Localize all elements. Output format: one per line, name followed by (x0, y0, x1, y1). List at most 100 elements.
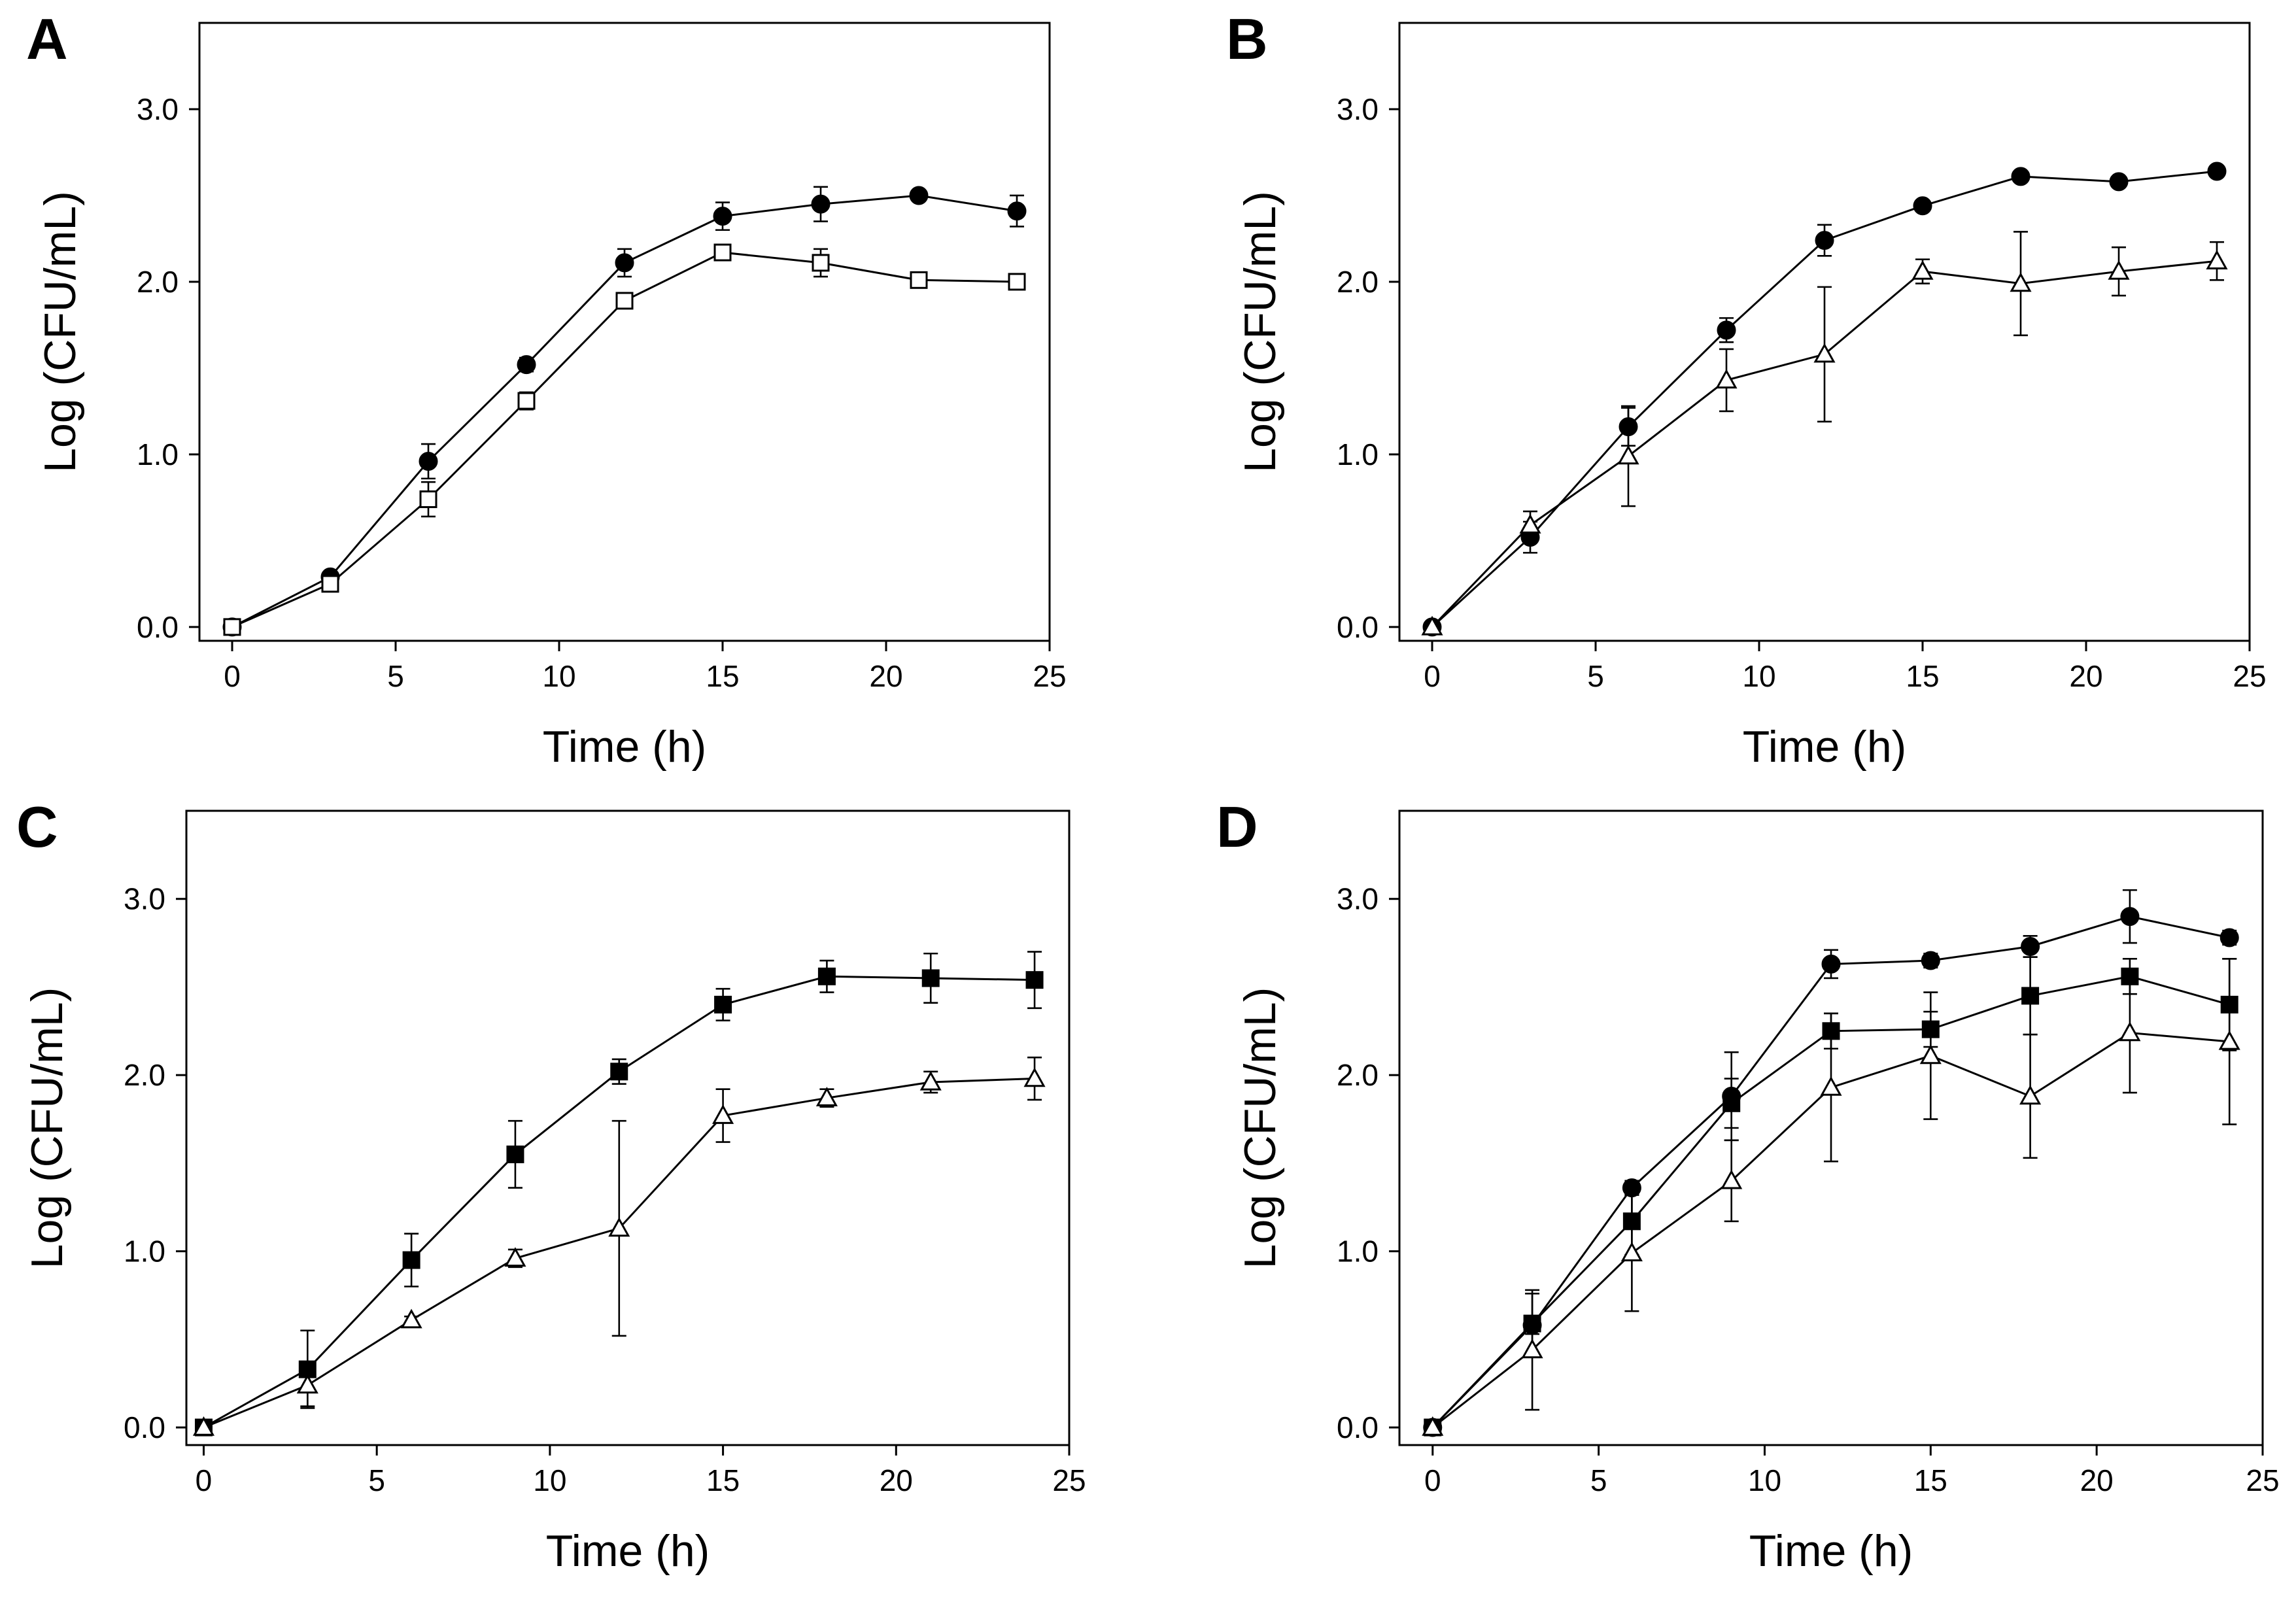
x-tick-label-c: 25 (1052, 1463, 1086, 1497)
data-point (1620, 1242, 1643, 1262)
data-point (713, 207, 732, 226)
x-tick-label-b: 20 (2069, 659, 2102, 693)
series-d-open-triangle (1422, 958, 2240, 1436)
data-point (296, 1374, 318, 1394)
data-point (1820, 1076, 1842, 1096)
x-tick-label-d: 0 (1424, 1463, 1441, 1497)
y-tick-label-c: 1.0 (124, 1235, 165, 1269)
data-point (1921, 951, 1940, 970)
data-point (2019, 1085, 2042, 1105)
data-point (1008, 273, 1026, 291)
data-point (2010, 272, 2032, 292)
data-point (1617, 445, 1639, 465)
y-axis-title-b: Log (CFU/mL) (1235, 191, 1285, 473)
series-a-filled-circle (222, 186, 1027, 637)
data-point (400, 1308, 422, 1329)
y-tick-label-c: 2.0 (124, 1058, 165, 1092)
data-point (1715, 369, 1738, 389)
data-point (402, 1251, 420, 1269)
series-line (1431, 915, 2230, 1429)
data-point (1919, 1044, 1942, 1065)
data-point (919, 1070, 942, 1091)
data-point (1821, 954, 1841, 974)
data-point (223, 618, 241, 636)
y-axis-title-d: Log (CFU/mL) (1235, 987, 1285, 1269)
x-tick-label-d: 5 (1590, 1463, 1607, 1497)
data-point (2207, 162, 2227, 181)
x-tick-label-c: 5 (368, 1463, 385, 1497)
y-tick-label-a: 2.0 (137, 265, 179, 299)
y-tick-label-b: 1.0 (1337, 437, 1379, 471)
x-tick-label-a: 10 (542, 659, 575, 693)
data-point (506, 1145, 524, 1163)
data-point (1721, 1169, 1743, 1189)
data-point (2109, 172, 2129, 192)
data-point (610, 1063, 628, 1081)
x-tick-label-a: 25 (1033, 659, 1066, 693)
data-point (419, 451, 438, 471)
data-point (615, 253, 634, 273)
data-point (2108, 260, 2130, 280)
data-point (1023, 1067, 1046, 1087)
data-point (1521, 1338, 1543, 1359)
y-tick-label-b: 0.0 (1337, 610, 1379, 644)
y-tick-label-a: 3.0 (137, 92, 179, 126)
panel-letter-b: B (1226, 7, 1268, 71)
data-point (1717, 320, 1736, 340)
data-point (1911, 260, 1934, 280)
x-tick-label-b: 25 (2233, 659, 2266, 693)
data-point (419, 490, 437, 509)
data-point (921, 969, 940, 987)
y-tick-label-d: 0.0 (1337, 1410, 1379, 1444)
y-tick-label-c: 3.0 (124, 882, 165, 916)
y-tick-label-b: 3.0 (1337, 92, 1379, 126)
data-point (517, 392, 536, 410)
y-tick-label-a: 0.0 (137, 610, 179, 644)
data-point (192, 1416, 215, 1436)
data-point (608, 1217, 630, 1237)
y-tick-label-b: 2.0 (1337, 265, 1379, 299)
data-point (1007, 201, 1027, 221)
data-point (1813, 343, 1836, 363)
y-tick-label-d: 2.0 (1337, 1058, 1379, 1092)
data-point (2219, 928, 2239, 947)
x-tick-label-a: 15 (706, 659, 739, 693)
panel-letter-a: A (26, 7, 68, 71)
x-tick-label-b: 0 (1424, 659, 1441, 693)
x-tick-label-c: 15 (706, 1463, 740, 1497)
x-tick-label-a: 0 (224, 659, 241, 693)
data-point (1519, 514, 1541, 534)
plot-frame-d (1398, 810, 2264, 1446)
x-tick-label-d: 25 (2246, 1463, 2279, 1497)
series-c-filled-square (194, 951, 1044, 1437)
data-point (817, 967, 836, 985)
data-point (812, 254, 830, 272)
x-tick-label-d: 20 (2080, 1463, 2114, 1497)
x-tick-label-c: 0 (196, 1463, 213, 1497)
y-tick-label-d: 1.0 (1337, 1235, 1379, 1269)
x-tick-label-b: 10 (1742, 659, 1775, 693)
x-tick-label-b: 5 (1587, 659, 1604, 693)
y-axis-title-a: Log (CFU/mL) (35, 191, 85, 473)
data-point (2120, 907, 2140, 927)
series-c-open-triangle (192, 1056, 1046, 1436)
x-tick-label-a: 5 (387, 659, 404, 693)
plot-frame-a (198, 22, 1051, 642)
panel-letter-c: C (16, 794, 58, 859)
x-axis-title-b: Time (h) (1743, 722, 1907, 772)
data-point (321, 575, 339, 593)
panel-c: C 0 5 10 15 20 25 0.0 1.0 2.0 3.0 Time (h) Log (CFU/… (16, 794, 1086, 1576)
panel-d: D 0 5 10 15 20 25 0.0 1.0 2.0 3.0 Time (h) Log (CFU/… (1216, 794, 2280, 1576)
x-axis-title-c: Time (h) (546, 1526, 710, 1576)
x-tick-label-b: 15 (1906, 659, 1939, 693)
x-tick-label-d: 10 (1748, 1463, 1781, 1497)
data-point (910, 271, 928, 289)
data-point (712, 1104, 734, 1124)
x-tick-label-c: 20 (880, 1463, 913, 1497)
data-point (713, 243, 732, 262)
y-axis-title-c: Log (CFU/mL) (22, 987, 72, 1269)
data-point (1421, 615, 1443, 636)
y-tick-label-a: 1.0 (137, 437, 179, 471)
data-point (1422, 1416, 1444, 1436)
data-point (1913, 196, 1932, 216)
